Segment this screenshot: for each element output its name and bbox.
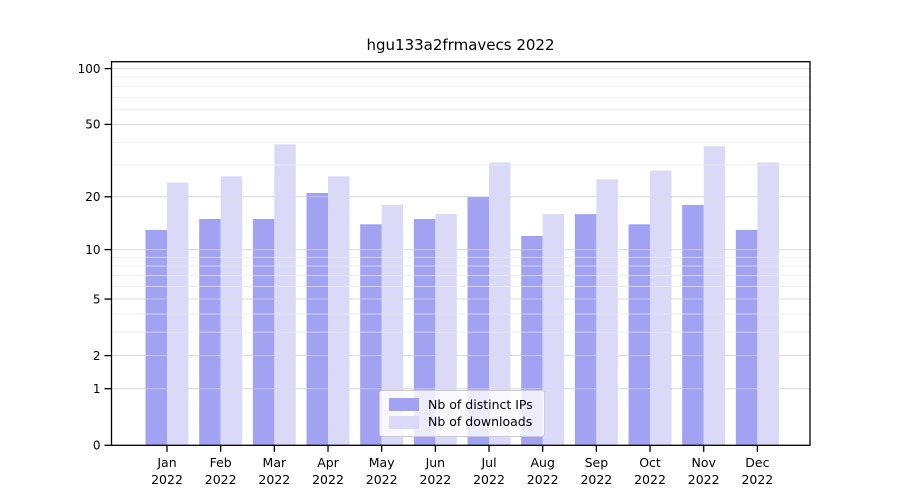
x-tick-label-year: 2022 (473, 472, 505, 487)
x-tick-label-month: Jun (425, 455, 446, 470)
x-tick-label-year: 2022 (634, 472, 666, 487)
bar-downloads-aug (542, 214, 565, 446)
y-tick-label: 0 (93, 439, 101, 453)
bar-downloads-sep (596, 179, 618, 446)
legend-label-distinct-ips: Nb of distinct IPs (428, 396, 533, 412)
x-tick-label-year: 2022 (366, 472, 398, 487)
x-tick-label-month: Dec (745, 455, 769, 470)
x-tick-label-month: Nov (691, 455, 716, 470)
x-tick-label-month: May (369, 455, 395, 470)
bar-downloads-oct (650, 170, 672, 446)
bar-downloads-jul (489, 162, 511, 446)
x-tick-label-year: 2022 (312, 472, 344, 487)
bar-downloads-apr (328, 176, 350, 446)
bar-downloads-feb (220, 176, 243, 446)
x-tick-label-month: Jul (480, 455, 496, 470)
x-tick-label-month: Mar (263, 455, 287, 470)
legend: Nb of distinct IPs Nb of downloads (379, 390, 545, 437)
bar-distinct-ips-oct (628, 224, 651, 446)
x-tick-label-year: 2022 (258, 472, 290, 487)
legend-item-downloads: Nb of downloads (389, 414, 535, 431)
x-tick-label-month: Feb (210, 455, 232, 470)
y-tick-label: 50 (85, 118, 100, 132)
x-tick-label-year: 2022 (741, 472, 773, 487)
x-tick-label-year: 2022 (205, 472, 237, 487)
bar-distinct-ips-nov (682, 204, 704, 446)
y-tick-label: 2 (93, 349, 101, 363)
x-tick-label-year: 2022 (688, 472, 720, 487)
bar-distinct-ips-sep (574, 214, 597, 446)
bar-distinct-ips-dec (735, 229, 758, 446)
x-tick-label-year: 2022 (527, 472, 559, 487)
bar-distinct-ips-jan (145, 229, 167, 446)
bar-downloads-mar (274, 144, 296, 446)
legend-item-distinct-ips: Nb of distinct IPs (389, 396, 535, 413)
chart-title: hgu133a2frmavecs 2022 (366, 36, 555, 54)
y-tick-label: 20 (85, 190, 100, 204)
x-tick-label-month: Jan (156, 455, 176, 470)
bar-distinct-ips-may (360, 224, 382, 446)
x-tick-label-month: Sep (585, 455, 609, 470)
plot-frame (110, 61, 811, 446)
y-tick-label: 5 (93, 292, 101, 306)
legend-label-downloads: Nb of downloads (428, 414, 533, 429)
x-tick-label-month: Apr (317, 455, 339, 470)
legend-swatch-distinct-ips (389, 398, 419, 412)
bar-downloads-dec (757, 162, 779, 446)
y-tick-label: 100 (78, 62, 101, 76)
x-tick-label-year: 2022 (580, 472, 612, 487)
bar-downloads-nov (703, 146, 726, 446)
bar-distinct-ips-apr (306, 193, 329, 446)
y-tick-label: 10 (85, 243, 100, 257)
x-tick-label-year: 2022 (419, 472, 451, 487)
legend-swatch-downloads (389, 415, 419, 429)
x-tick-label-month: Oct (639, 455, 661, 470)
bar-downloads-jun (435, 214, 457, 446)
x-tick-label-year: 2022 (151, 472, 183, 487)
x-tick-label-month: Aug (530, 455, 554, 470)
y-tick-label: 1 (93, 382, 101, 396)
bar-downloads-may (381, 204, 404, 446)
bar-distinct-ips-jul (467, 196, 490, 446)
